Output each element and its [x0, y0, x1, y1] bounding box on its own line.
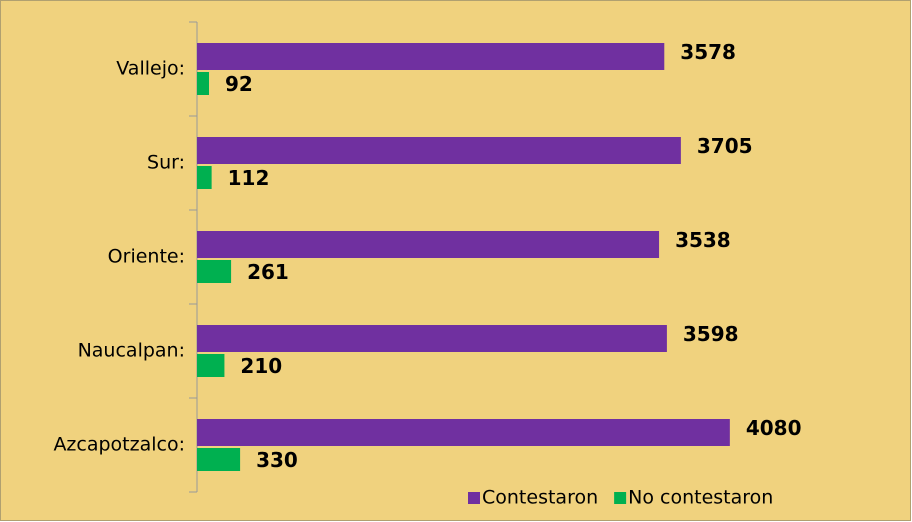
- bar: [197, 260, 232, 283]
- data-label: 330: [256, 448, 298, 472]
- bar: [197, 43, 665, 70]
- data-label: 3538: [675, 228, 731, 252]
- bar: [197, 448, 241, 471]
- bar: [197, 72, 210, 95]
- y-tick-label: Sur:: [147, 152, 185, 174]
- legend-label: No contestaron: [628, 487, 773, 509]
- data-label: 210: [240, 354, 282, 378]
- data-label: 3598: [683, 322, 739, 346]
- legend-label: Contestaron: [482, 487, 598, 509]
- y-tick-label: Oriente:: [108, 246, 185, 268]
- y-tick-label: Azcapotzalco:: [53, 434, 185, 456]
- bar: [197, 419, 730, 446]
- y-tick-label: Naucalpan:: [78, 340, 185, 362]
- data-label: 4080: [746, 416, 802, 440]
- bar: [197, 137, 681, 164]
- data-label: 92: [225, 72, 253, 96]
- bar: [197, 354, 225, 377]
- data-label: 3578: [680, 40, 736, 64]
- data-label: 261: [247, 260, 289, 284]
- data-label: 3705: [697, 134, 753, 158]
- legend-swatch: [614, 492, 627, 504]
- bar: [197, 166, 212, 189]
- bar: [197, 325, 667, 352]
- data-label: 112: [228, 166, 270, 190]
- legend-swatch: [468, 492, 480, 504]
- bar: [197, 231, 660, 258]
- y-tick-label: Vallejo:: [116, 58, 185, 80]
